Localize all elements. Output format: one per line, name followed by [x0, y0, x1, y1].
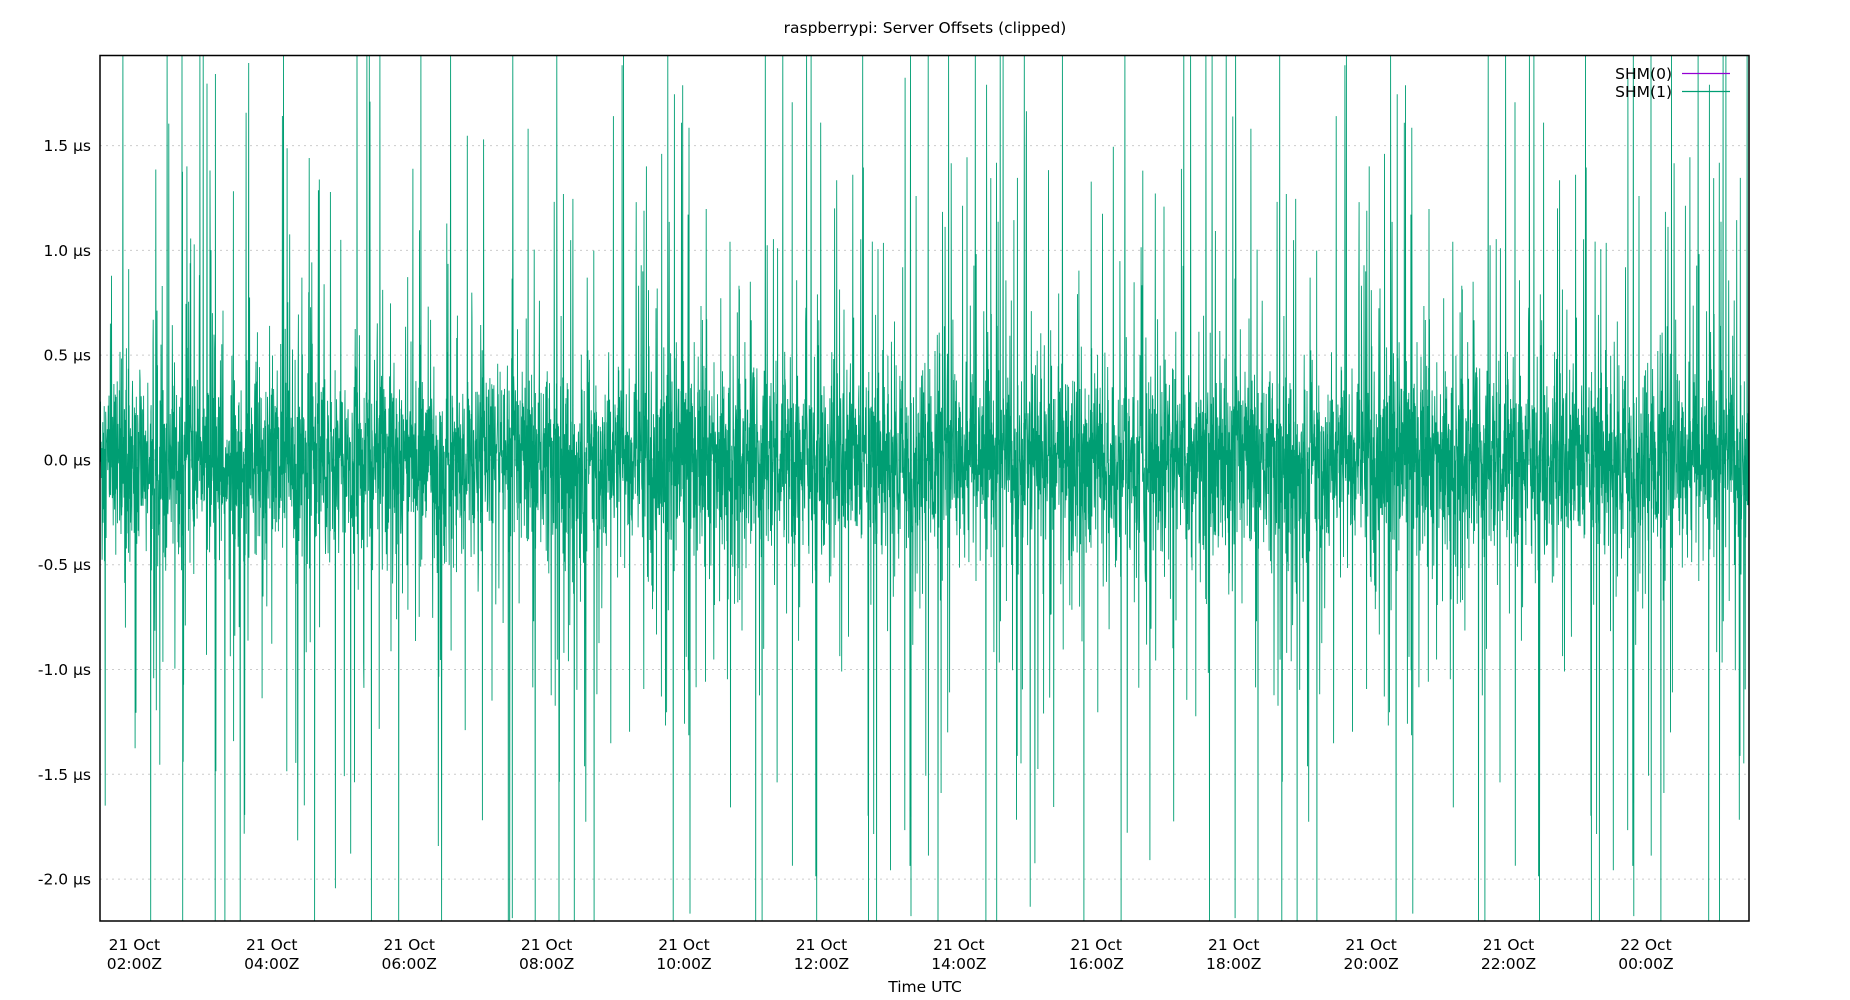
- x-tick-label-time: 22:00Z: [1481, 955, 1536, 973]
- x-tick-label-date: 21 Oct: [1071, 936, 1122, 954]
- x-tick-label-date: 21 Oct: [1483, 936, 1534, 954]
- legend-label-shm0: SHM(0): [1615, 65, 1672, 83]
- x-tick-label-date: 21 Oct: [383, 936, 434, 954]
- x-tick-label-date: 21 Oct: [658, 936, 709, 954]
- x-tick-label-time: 18:00Z: [1206, 955, 1261, 973]
- plot-border: [99, 54, 1750, 922]
- x-tick-label-time: 08:00Z: [519, 955, 574, 973]
- y-tick-label: -1.5 µs: [38, 766, 91, 784]
- x-tick-label-date: 22 Oct: [1620, 936, 1671, 954]
- y-tick-label: 0.5 µs: [43, 347, 91, 365]
- chart-title: raspberrypi: Server Offsets (clipped): [784, 19, 1067, 37]
- x-tick-label-date: 21 Oct: [109, 936, 160, 954]
- x-tick-label-date: 21 Oct: [1345, 936, 1396, 954]
- y-tick-label: 0.0 µs: [43, 451, 91, 469]
- x-tick-label-date: 21 Oct: [796, 936, 847, 954]
- y-tick-label: 1.5 µs: [43, 137, 91, 155]
- x-tick-label-time: 06:00Z: [382, 955, 437, 973]
- x-tick-label-time: 04:00Z: [244, 955, 299, 973]
- x-tick-label-date: 21 Oct: [521, 936, 572, 954]
- legend-label-shm1: SHM(1): [1615, 83, 1672, 101]
- x-axis-label: Time UTC: [887, 978, 962, 996]
- series-line-shm1: [100, 55, 1749, 921]
- y-tick-label: -0.5 µs: [38, 556, 91, 574]
- x-tick-label-date: 21 Oct: [933, 936, 984, 954]
- x-tick-label-time: 10:00Z: [656, 955, 711, 973]
- x-tick-label-time: 14:00Z: [931, 955, 986, 973]
- x-tick-label-date: 21 Oct: [1208, 936, 1259, 954]
- y-tick-label: -1.0 µs: [38, 661, 91, 679]
- y-tick-label: -2.0 µs: [38, 871, 91, 889]
- x-tick-label-date: 21 Oct: [246, 936, 297, 954]
- x-tick-label-time: 02:00Z: [107, 955, 162, 973]
- x-tick-label-time: 00:00Z: [1618, 955, 1673, 973]
- y-tick-label: 1.0 µs: [43, 242, 91, 260]
- x-tick-label-time: 16:00Z: [1069, 955, 1124, 973]
- x-tick-label-time: 12:00Z: [794, 955, 849, 973]
- x-tick-label-time: 20:00Z: [1343, 955, 1398, 973]
- series-layer: [100, 55, 1749, 921]
- legend: SHM(0) SHM(1): [1615, 65, 1730, 101]
- y-axis: 1.5 µs 1.0 µs 0.5 µs 0.0 µs -0.5 µs -1.0 µs -1…: [38, 137, 91, 888]
